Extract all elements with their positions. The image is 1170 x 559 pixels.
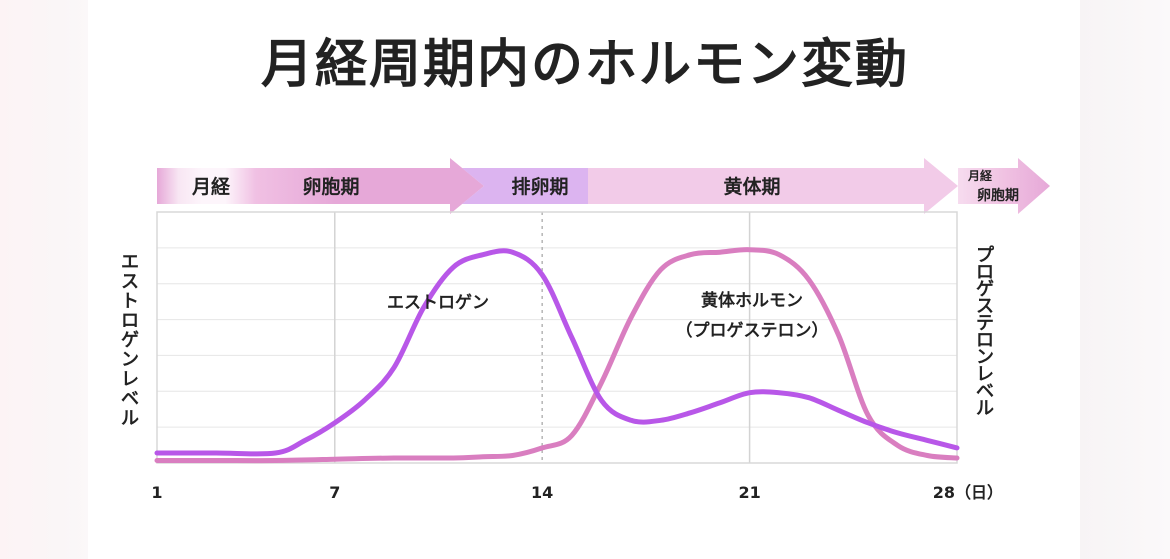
next-cycle-label-menstrual: 月経: [967, 168, 993, 183]
axis-label-char: ロ: [976, 330, 994, 351]
phase-label-luteal: 黄体期: [723, 175, 780, 198]
axis-label-char: ゲ: [121, 329, 139, 351]
x-axis-unit: （日）: [955, 483, 1003, 502]
x-axis-ticks: 1 7 14 21 28: [151, 483, 955, 502]
x-tick-label: 7: [329, 483, 340, 502]
phase-menstrual-band: [157, 168, 337, 204]
content-card: [88, 0, 1080, 559]
phase-label-follicular: 卵胞期: [302, 175, 359, 198]
axis-label-char: レ: [121, 369, 139, 390]
phase-arrow-luteal: [588, 158, 958, 214]
x-tick-label: 21: [738, 483, 760, 502]
x-tick-label: 28: [933, 483, 955, 502]
phase-ovulation-band: [462, 168, 590, 204]
series-label-progesterone-line1: 黄体ホルモン: [701, 290, 803, 311]
series-line-progesterone: [154, 247, 960, 464]
phase-arrow-next-cycle: [958, 158, 1050, 214]
plot-grid: [157, 212, 957, 463]
axis-label-char: ル: [976, 398, 994, 419]
plot-frame: [156, 211, 958, 464]
phase-label-menstrual: 月経: [191, 175, 231, 198]
page-title: 月経周期内のホルモン変動: [260, 35, 909, 95]
series-label-progesterone-line2: （プロゲステロン）: [676, 320, 829, 341]
x-tick-label: 1: [151, 483, 162, 502]
axis-label-char: ル: [121, 408, 139, 429]
axis-label-char: ロ: [121, 311, 139, 332]
axis-label-char: ン: [976, 347, 994, 368]
axis-label-char: ベ: [121, 389, 139, 410]
axis-label-char: ス: [976, 296, 994, 317]
axis-label-char: エ: [121, 252, 139, 273]
axis-label-char: ト: [121, 291, 139, 312]
next-cycle-label-follicular: 卵胞期: [977, 187, 1019, 204]
axis-label-char: テ: [976, 313, 994, 334]
phase-bar: 月経 卵胞期 排卵期 黄体期 月経 卵胞期: [157, 158, 1050, 214]
right-margin: [1080, 0, 1170, 559]
axis-label-char: プ: [976, 244, 995, 266]
axis-label-char: ベ: [976, 381, 994, 402]
axis-label-char: レ: [976, 364, 994, 385]
series-label-estrogen: エストロゲン: [387, 292, 489, 313]
axis-label-char: ロ: [976, 262, 994, 283]
axis-label-char: ン: [121, 350, 139, 371]
axis-label-char: ス: [121, 272, 139, 293]
axis-label-char: ゲ: [976, 278, 994, 300]
phase-label-ovulation: 排卵期: [511, 175, 568, 198]
series-line-estrogen: [154, 248, 960, 457]
x-tick-label: 14: [531, 483, 553, 502]
